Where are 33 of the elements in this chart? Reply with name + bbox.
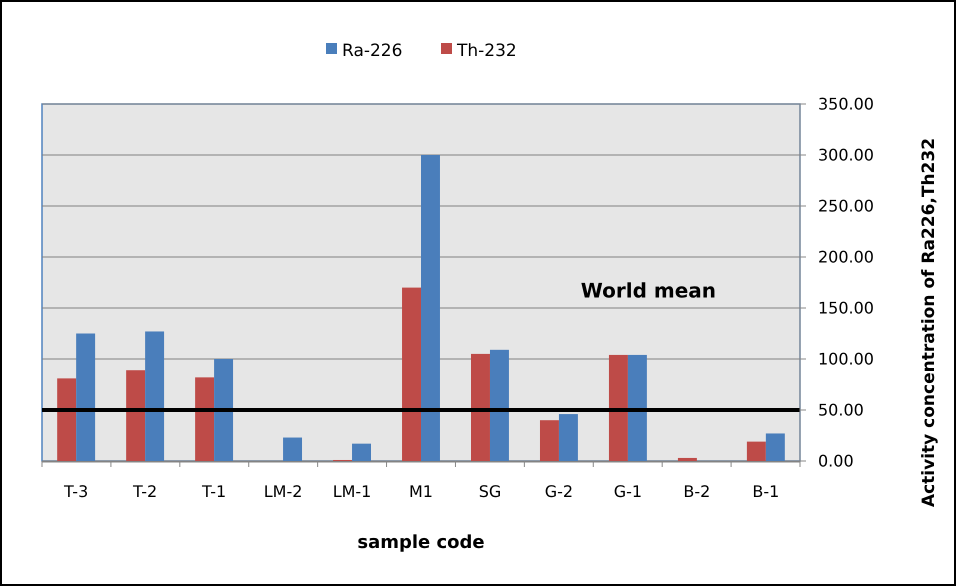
legend-label: Th-232 [456, 40, 517, 61]
y-tick-label: 350.00 [818, 94, 874, 114]
bar [126, 370, 146, 461]
bar [402, 288, 421, 461]
bar [471, 354, 490, 461]
y-tick-label: 200.00 [818, 248, 874, 267]
bar [57, 378, 76, 461]
y-tick-label: 0.00 [818, 452, 854, 471]
x-tick-label: LM-1 [332, 482, 372, 501]
y-tick-label: 50.00 [818, 400, 864, 420]
y-tick-label: 100.00 [818, 350, 874, 369]
x-tick-label: SG [478, 482, 502, 501]
y-axis-title: Activity concentration of Ra226,Th232 [919, 138, 939, 508]
x-tick-label: G-2 [544, 482, 574, 501]
x-tick-label: T-1 [200, 482, 226, 501]
x-tick-label: T-2 [132, 482, 158, 501]
x-tick-label: LM-2 [264, 482, 302, 501]
bar [746, 442, 766, 461]
bar [678, 458, 697, 461]
bar [540, 420, 559, 461]
y-tick-label: 250.00 [818, 196, 874, 216]
annotation: World mean [580, 278, 716, 302]
x-tick-label: B-2 [683, 482, 710, 501]
x-axis-title: sample code [357, 532, 485, 553]
bar [608, 354, 628, 461]
x-tick-label: T-3 [63, 482, 88, 501]
y-tick-label: 150.00 [818, 298, 874, 318]
bar [195, 377, 214, 461]
legend-label: Ra-226 [342, 40, 402, 61]
x-tick-label: G-1 [614, 482, 642, 501]
y-tick-label: 300.00 [818, 146, 874, 165]
x-tick-label: B-1 [752, 482, 780, 501]
x-tick-label: M1 [409, 482, 433, 501]
